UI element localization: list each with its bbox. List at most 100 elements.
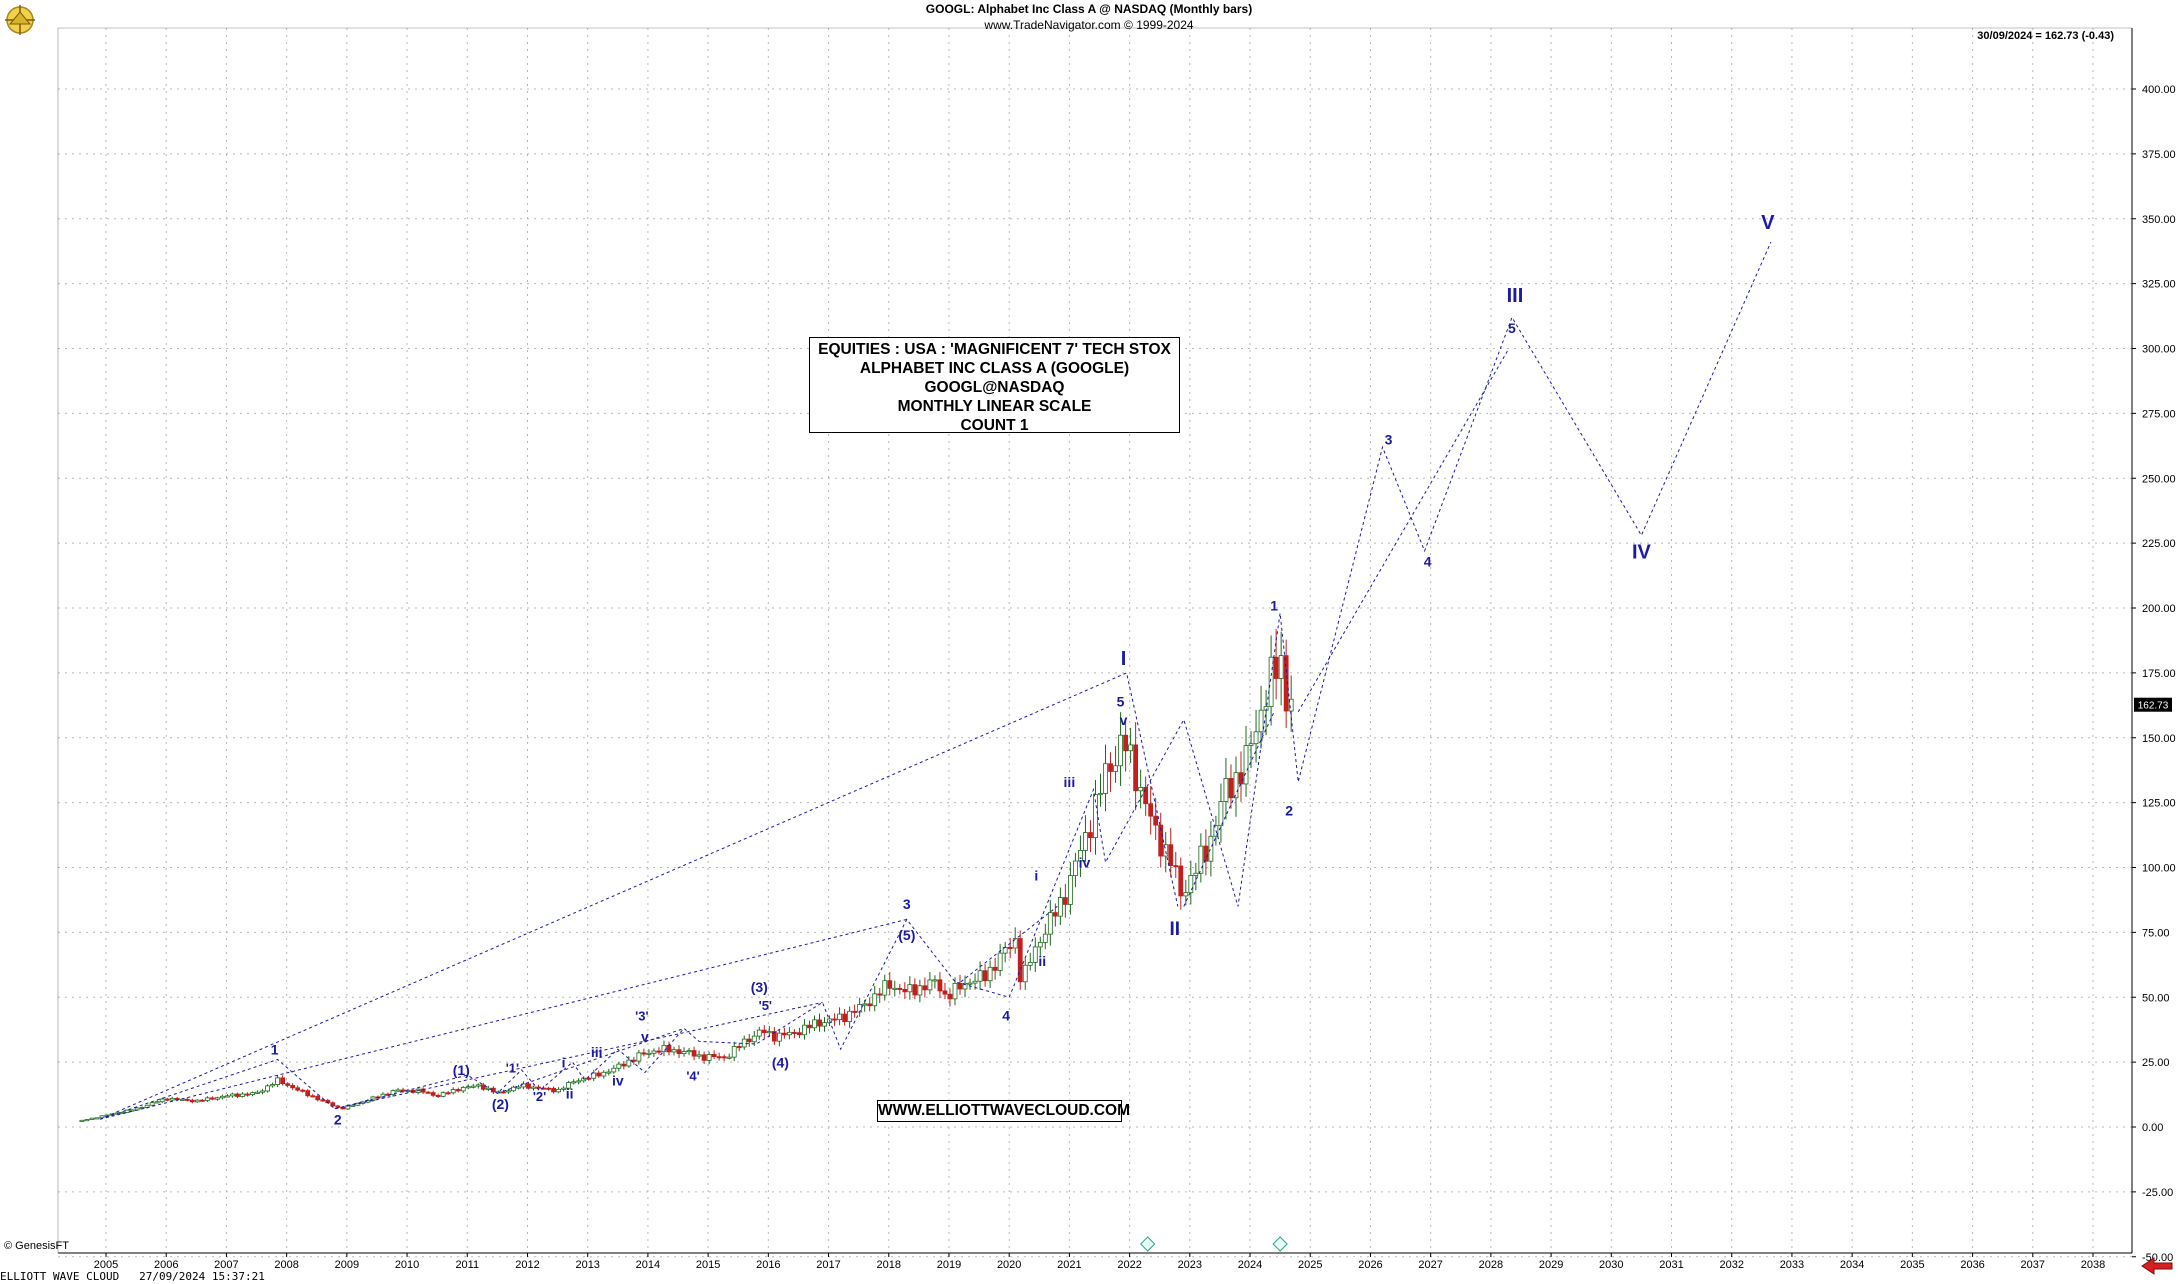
price-bar-body <box>561 1087 567 1090</box>
info-line-3: GOOGL@NASDAQ <box>924 379 1065 396</box>
scroll-left-arrow-icon[interactable] <box>2140 1256 2174 1281</box>
x-tick-label: 2010 <box>395 1259 419 1271</box>
price-bar-body <box>330 1102 336 1107</box>
price-bar-body <box>1108 763 1113 772</box>
wave-label: 5 <box>1508 320 1516 336</box>
price-bar-body <box>947 993 953 1000</box>
price-bar-body <box>962 982 968 990</box>
price-bar-body <box>591 1072 597 1079</box>
price-bar-body <box>927 979 933 991</box>
wave-label: iii <box>591 1044 603 1060</box>
price-bar-body <box>987 966 993 982</box>
price-bar-body <box>1258 709 1264 733</box>
price-bar-body <box>280 1077 286 1085</box>
price-bar-body <box>425 1091 431 1094</box>
price-bar-body <box>1153 815 1159 826</box>
y-tick-label: 50.00 <box>2142 992 2170 1004</box>
wave-label: 4 <box>1424 553 1432 569</box>
wave-label: 3 <box>903 896 911 912</box>
x-tick-label: 2024 <box>1238 1259 1262 1271</box>
x-tick-label: 2022 <box>1117 1259 1141 1271</box>
x-tick-label: 2021 <box>1057 1259 1081 1271</box>
price-bar-body <box>621 1063 627 1067</box>
price-bar-body <box>204 1097 210 1101</box>
price-bar-body <box>199 1099 205 1102</box>
price-bar-body <box>1208 835 1214 862</box>
price-bar-body <box>1037 942 1043 948</box>
price-bar-body <box>305 1090 311 1097</box>
price-bar-body <box>275 1077 281 1085</box>
price-bar-body <box>526 1083 531 1089</box>
price-bar-body <box>455 1089 461 1092</box>
price-bar-body <box>862 1003 868 1006</box>
x-tick-label: 2006 <box>154 1259 178 1271</box>
price-bar-body <box>149 1102 155 1106</box>
price-bar-body <box>355 1102 361 1106</box>
x-tick-label: 2036 <box>1960 1259 1984 1271</box>
wave-label: 2 <box>1285 803 1293 819</box>
price-bar-body <box>511 1086 516 1092</box>
price-bar-body <box>636 1052 642 1062</box>
wave-label: iii <box>1064 774 1076 790</box>
price-bar-body <box>480 1084 486 1090</box>
wave-label: (1) <box>453 1062 470 1078</box>
compass-logo-icon[interactable] <box>2 2 38 43</box>
price-bar-body <box>1273 656 1279 679</box>
event-marker-icon <box>1139 1236 1156 1252</box>
x-tick-label: 2033 <box>1780 1259 1804 1271</box>
y-tick-label: -25.00 <box>2142 1187 2173 1199</box>
wave-label: II <box>1169 919 1180 940</box>
price-bar-body <box>475 1084 481 1087</box>
website-label: WWW.ELLIOTTWAVECLOUD.COM <box>877 1100 1130 1122</box>
y-tick-label: 100.00 <box>2142 863 2176 875</box>
wave-label: iv <box>1079 855 1091 871</box>
info-box: EQUITIES : USA : 'MAGNIFICENT 7' TECH ST… <box>809 337 1180 434</box>
price-bar-body <box>440 1092 446 1097</box>
wave-label: v <box>1120 712 1128 728</box>
price-bar-body <box>129 1109 135 1112</box>
price-bar-body <box>656 1050 662 1053</box>
price-bar-body <box>852 1010 858 1013</box>
wave-label: (4) <box>772 1054 789 1070</box>
price-bar-body <box>1163 844 1169 857</box>
price-bar-body <box>1007 947 1013 950</box>
price-bar-body <box>842 1013 848 1022</box>
price-bar-body <box>315 1095 321 1101</box>
price-bar-body <box>94 1117 100 1120</box>
price-bar-body <box>691 1050 697 1057</box>
y-tick-label: 0.00 <box>2142 1122 2163 1134</box>
x-tick-label: 2008 <box>274 1259 298 1271</box>
price-bar-body <box>932 979 938 982</box>
price-bar-body <box>787 1031 792 1036</box>
wave-label: (5) <box>898 927 915 943</box>
price-bar-body <box>189 1099 195 1103</box>
x-tick-label: 2028 <box>1479 1259 1503 1271</box>
price-bar-body <box>465 1086 471 1089</box>
price-bar-body <box>1248 743 1254 746</box>
axes <box>57 27 2136 1258</box>
price-bar-body <box>606 1071 612 1074</box>
y-tick-label: 200.00 <box>2142 603 2176 615</box>
wave-line <box>99 918 907 1120</box>
price-bar-body <box>159 1098 165 1103</box>
y-tick-label: 250.00 <box>2142 473 2176 485</box>
price-bar-body <box>676 1049 682 1055</box>
price-bar-body <box>997 952 1003 971</box>
info-line-4: MONTHLY LINEAR SCALE <box>897 398 1092 415</box>
x-tick-label: 2029 <box>1539 1259 1563 1271</box>
wave-label: 4 <box>1002 1008 1010 1024</box>
price-bar-body <box>230 1093 235 1097</box>
x-tick-label: 2031 <box>1659 1259 1683 1271</box>
price-bar-body <box>250 1092 255 1096</box>
price-bar-body <box>817 1019 822 1027</box>
wave-label: 2 <box>334 1111 342 1127</box>
price-bar-body <box>641 1052 647 1055</box>
price-bar-body <box>1278 655 1284 679</box>
price-bar-body <box>797 1032 802 1036</box>
wave-line <box>1183 711 1275 907</box>
price-bar-body <box>1118 734 1123 767</box>
price-bar-body <box>1113 765 1118 772</box>
price-bar-body <box>1017 938 1023 983</box>
wave-lines <box>99 241 1772 1120</box>
